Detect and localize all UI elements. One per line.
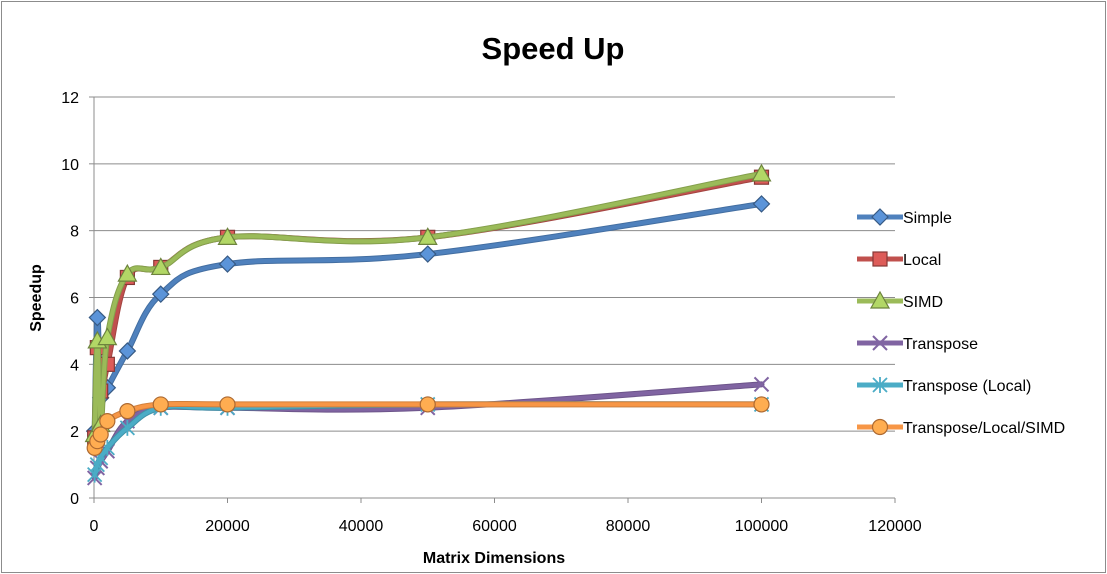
tick-labels: 0 2 4 6 8 10 12 0 20000 40000 60000 80000 100000 1200… xyxy=(61,90,922,535)
legend-marker xyxy=(872,377,888,393)
y-tick-label: 8 xyxy=(70,224,79,241)
x-tick-label: 20000 xyxy=(205,518,250,535)
legend-label: SIMD xyxy=(903,294,943,311)
y-tick-label: 12 xyxy=(61,90,79,107)
legend-label: Transpose xyxy=(903,336,978,353)
legend-entry-transpose: Transpose xyxy=(857,335,978,353)
data-point xyxy=(752,195,771,213)
data-point xyxy=(97,327,118,346)
x-tick-label: 80000 xyxy=(606,518,651,535)
data-point xyxy=(419,396,436,413)
y-axis-title: Speedup xyxy=(28,264,45,332)
data-point xyxy=(117,263,138,282)
series-line xyxy=(91,170,765,438)
axes xyxy=(89,96,896,503)
legend-entry-transpose-local-simd: Transpose/Local/SIMD xyxy=(857,418,1065,437)
x-tick-label: 60000 xyxy=(472,518,517,535)
y-tick-label: 2 xyxy=(70,424,79,441)
y-tick-label: 0 xyxy=(70,491,79,508)
gridlines xyxy=(94,96,895,432)
series-line-highlight xyxy=(92,402,764,477)
x-tick-label: 100000 xyxy=(735,518,788,535)
legend-marker xyxy=(872,335,888,351)
data-point xyxy=(219,396,236,413)
legend-label: Local xyxy=(903,252,941,269)
data-point xyxy=(217,227,238,245)
data-point xyxy=(753,396,770,413)
data-point xyxy=(92,426,109,443)
y-tick-label: 4 xyxy=(70,357,79,374)
data-point xyxy=(418,245,437,263)
legend-marker xyxy=(871,208,889,226)
data-point xyxy=(87,466,103,483)
series-line xyxy=(91,401,765,478)
data-point xyxy=(753,376,770,393)
data-point xyxy=(119,403,136,420)
legend-entry-transpose-local: Transpose (Local) xyxy=(857,377,1031,395)
data-point xyxy=(417,227,438,245)
legend: Simple Local SIMD Transpose Transpose (Local… xyxy=(857,208,1065,437)
legend-entry-simd: SIMD xyxy=(857,290,943,311)
legend-label: Simple xyxy=(903,210,952,227)
series-line-highlight xyxy=(92,171,764,437)
legend-entry-local: Local xyxy=(857,251,941,269)
data-point xyxy=(118,342,137,360)
x-tick-label: 120000 xyxy=(868,518,921,535)
data-point xyxy=(119,419,136,436)
data-point xyxy=(88,308,107,327)
series-group xyxy=(84,163,772,486)
data-point xyxy=(152,396,169,413)
legend-marker xyxy=(869,290,891,309)
data-point xyxy=(99,413,116,430)
x-axis-title: Matrix Dimensions xyxy=(423,550,565,567)
data-point xyxy=(151,285,170,304)
x-tick-label: 0 xyxy=(90,518,99,535)
legend-label: Transpose (Local) xyxy=(903,378,1031,395)
legend-entry-simple: Simple xyxy=(857,208,952,227)
legend-label: Transpose/Local/SIMD xyxy=(903,420,1065,437)
legend-marker xyxy=(872,251,888,267)
y-tick-label: 10 xyxy=(61,157,79,174)
chart-title: Speed Up xyxy=(482,31,625,66)
data-point xyxy=(751,163,772,182)
y-tick-label: 6 xyxy=(70,291,79,308)
legend-marker xyxy=(871,418,889,436)
series-transpose-local-simd xyxy=(86,396,770,456)
data-point xyxy=(150,257,171,276)
x-tick-label: 40000 xyxy=(339,518,384,535)
data-point xyxy=(218,255,237,273)
